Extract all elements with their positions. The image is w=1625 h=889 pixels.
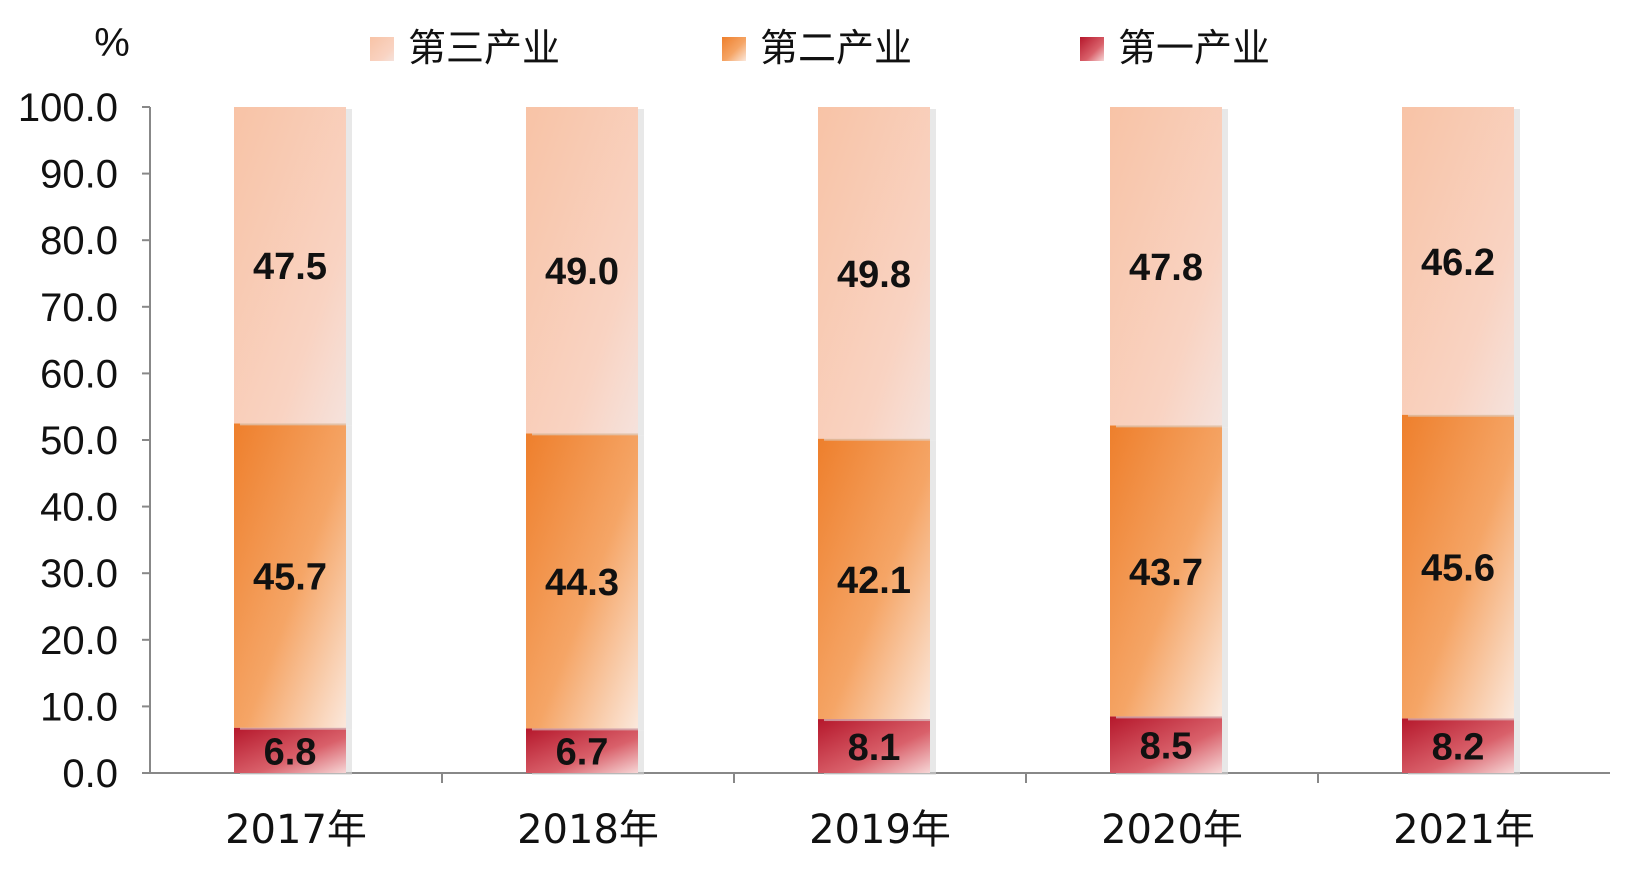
bar-segment	[818, 107, 930, 439]
data-label: 49.0	[545, 251, 619, 293]
legend-swatch	[1080, 37, 1104, 61]
x-category-label: 2018年	[517, 807, 659, 853]
bar-segment	[234, 423, 346, 728]
legend-swatch	[370, 37, 394, 61]
legend-label: 第三产业	[408, 26, 560, 70]
bar-segment	[234, 107, 346, 424]
data-label: 47.8	[1129, 247, 1203, 289]
x-category-label: 2019年	[809, 807, 951, 853]
data-label: 8.5	[1140, 726, 1193, 768]
y-tick-label: 60.0	[40, 352, 118, 396]
y-tick-label: 90.0	[40, 153, 118, 197]
y-tick-label: 20.0	[40, 619, 118, 663]
bar-segment	[526, 728, 638, 773]
x-category-label: 2020年	[1101, 807, 1243, 853]
data-label: 6.8	[264, 731, 317, 773]
data-label: 46.2	[1421, 242, 1495, 284]
data-label: 8.2	[1432, 727, 1485, 769]
x-category-label: 2021年	[1393, 807, 1535, 853]
y-tick-label: 40.0	[40, 486, 118, 530]
bar-segment	[526, 433, 638, 729]
bar-segment	[1110, 716, 1222, 773]
bar-segment	[1402, 718, 1514, 773]
y-tick-label: 0.0	[62, 752, 118, 796]
data-label: 43.7	[1129, 552, 1203, 594]
y-tick-label: 50.0	[40, 419, 118, 463]
y-tick-label: 30.0	[40, 552, 118, 596]
legend-swatch	[722, 37, 746, 61]
y-tick-label: 10.0	[40, 685, 118, 729]
data-label: 8.1	[848, 727, 901, 769]
data-label: 44.3	[545, 562, 619, 604]
data-label: 45.6	[1421, 548, 1495, 590]
data-label: 45.7	[253, 557, 327, 599]
bar-segment	[1402, 414, 1514, 719]
bar-segment	[1402, 107, 1514, 415]
bar-segment	[526, 107, 638, 434]
bar-segment	[1110, 107, 1222, 426]
bar-segment	[1110, 425, 1222, 717]
bar-segment	[234, 727, 346, 773]
y-tick-label: 80.0	[40, 219, 118, 263]
data-label: 6.7	[556, 732, 609, 774]
bar-segment	[818, 438, 930, 720]
data-label: 47.5	[253, 246, 327, 288]
y-tick-label: 70.0	[40, 286, 118, 330]
legend-label: 第二产业	[760, 26, 912, 70]
y-unit-label: %	[94, 21, 130, 65]
legend-label: 第一产业	[1118, 26, 1270, 70]
data-label: 42.1	[837, 560, 911, 602]
bar-segment	[818, 719, 930, 773]
data-label: 49.8	[837, 254, 911, 296]
x-category-label: 2017年	[225, 807, 367, 853]
y-tick-label: 100.0	[18, 86, 118, 130]
